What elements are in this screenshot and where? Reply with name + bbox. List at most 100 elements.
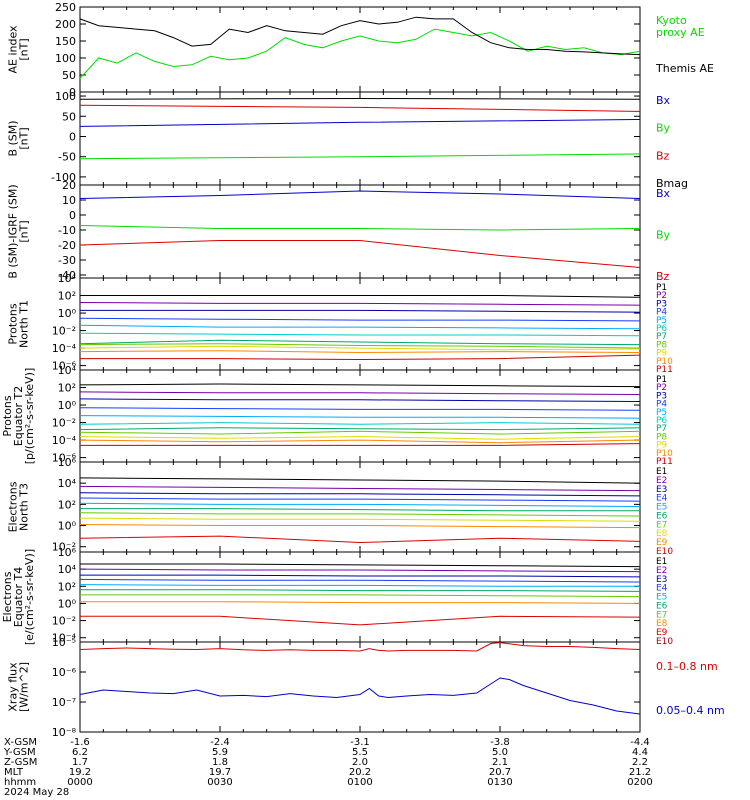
legend-entry: P10 [656,357,673,367]
legend-entry: E10 [656,547,673,557]
series-line-P3 [80,309,641,313]
y-axis-label-line: Protons [1,395,14,436]
series-line-E5 [79,584,640,587]
y-axis-label: Xray flux[W/m^2] [7,662,31,712]
series-line-P4 [79,317,641,322]
y-axis-label-line: B (SM)-IGRF (SM) [7,184,20,278]
footer-row-label: Z-GSM [4,757,37,768]
legend-entry: P5 [656,408,667,418]
series-line-KyotoproxyAE [79,28,641,79]
legend-entry: E9 [656,538,668,548]
footer-value: 5.5 [352,747,368,758]
y-axis-label-line: Equator T4 [12,567,25,627]
legend-entry: E5 [656,593,667,603]
y-tick-label: 10⁻⁴ [52,342,77,355]
footer-value: 19.2 [69,767,91,778]
panel-frame [79,551,641,643]
y-tick-label: -40 [58,269,76,282]
series-line-P5 [79,415,641,419]
y-tick-label: -20 [58,239,76,252]
series-line-P11 [80,443,641,446]
y-axis-label-line: B (SM) [7,120,20,156]
y-tick-label: 10⁻⁶ [52,360,77,373]
legend-entry: P8 [656,432,667,442]
panel-frame [79,641,641,733]
series-line-E8 [80,601,641,604]
series-line-E5 [79,502,641,507]
footer-value: 1.7 [72,757,88,768]
footer-value: 2.1 [492,757,508,768]
series-line-E9 [80,615,641,626]
y-tick-label: 10² [58,580,76,593]
y-tick-label: 10⁴ [58,477,77,490]
series-line-E6 [80,508,640,512]
series-line-E7 [80,594,641,598]
y-axis-label-line: [e/(cm²-s-sr-keV)] [23,549,36,645]
y-axis-label: ElectronsEquator T4[e/(cm²-s-sr-keV)] [1,549,36,645]
panel-pn: 10⁻⁶ 10⁻⁴ 10⁻² 10⁰ 10² 10⁴ ProtonsNorth T1 P1P2… [7,272,674,375]
panel-bigrf: -40 -30 -20 -10 0 10 20 B (SM)-IGRF (SM)[nT] Bx B… [7,179,671,283]
legend-entry: E7 [656,610,667,620]
series-line-00504nm [79,677,641,715]
series-line-E3 [79,492,641,497]
legend-entry: Bz [656,270,670,283]
y-tick-label: 10⁴ [58,563,77,576]
footer-value: 5.0 [492,747,508,758]
y-tick-label: 10⁻⁶ [52,452,77,465]
series-line-P1 [80,295,641,298]
series-line-E7 [79,512,641,517]
y-tick-label: 0 [69,209,76,222]
legend-entry: E8 [656,619,668,629]
y-tick-label: 10⁻⁵ [52,636,76,649]
legend-entry: E5 [656,503,667,513]
series-line-P4 [79,407,641,411]
legend-entry: P8 [656,340,667,350]
series-line-E2 [79,485,641,492]
legend-entry: E1 [656,467,667,477]
y-axis-label-line: Xray flux [7,662,20,712]
series-line-E4 [79,578,641,583]
legend-entry: E4 [656,494,668,504]
legend-entry: E3 [656,575,667,585]
footer-value: 0100 [347,777,372,788]
series-line-E6 [80,589,641,592]
legend-entry: E6 [656,511,668,521]
y-tick-label: 10⁻⁶ [52,666,77,679]
legend-entry: E2 [656,476,667,486]
y-tick-label: 10⁻⁴ [52,434,77,447]
series-line-P8 [79,343,641,349]
y-axis-label: AE index[nT] [7,25,31,74]
y-tick-label: -100 [51,171,76,184]
footer-value: -3.1 [350,737,370,748]
footer-date: 2024 May 28 [4,787,69,798]
legend-entry: P7 [656,332,667,342]
y-tick-label: 250 [55,1,76,14]
legend-entry: P6 [656,416,667,426]
legend-entry: P9 [656,349,667,359]
y-tick-label: 10⁰ [58,307,77,320]
panel-frame [79,461,641,553]
y-tick-label: 10⁻² [52,325,76,338]
y-tick-label: 10⁻² [52,615,76,628]
y-tick-label: 10⁴ [58,364,77,377]
series-line-P9 [79,345,641,351]
footer-value: 19.7 [209,767,231,778]
legend-entry: P9 [656,441,667,451]
series-line-Bx [79,190,641,199]
footer-value: 6.2 [72,747,88,758]
y-axis-label-line: North T1 [18,300,31,348]
series-line-E1 [79,477,641,484]
y-tick-label: -10 [58,224,76,237]
y-axis-label: ProtonsNorth T1 [7,300,31,348]
legend-entry: P2 [656,383,667,393]
y-tick-label: 0 [69,130,76,143]
series-line-P5 [79,324,641,330]
series-line-P2 [79,302,641,306]
legend-entry: E6 [656,601,668,611]
series-line-E9 [79,524,641,529]
footer-value: 5.9 [212,747,228,758]
y-axis-label-line: Electrons [1,571,14,622]
legend-entry: By [656,122,671,135]
y-tick-label: 150 [55,35,76,48]
footer-row-label: Y-GSM [3,747,36,758]
